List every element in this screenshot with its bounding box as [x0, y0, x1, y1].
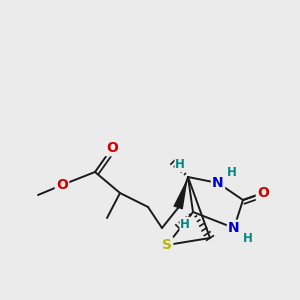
Text: N: N — [212, 176, 224, 190]
Text: H: H — [243, 232, 253, 244]
Text: O: O — [257, 186, 269, 200]
Text: H: H — [180, 218, 190, 230]
Text: O: O — [106, 141, 118, 155]
Text: H: H — [175, 158, 185, 172]
Polygon shape — [173, 177, 188, 209]
Text: N: N — [228, 221, 240, 235]
Text: O: O — [56, 178, 68, 192]
Text: H: H — [227, 167, 237, 179]
Text: S: S — [162, 238, 172, 252]
